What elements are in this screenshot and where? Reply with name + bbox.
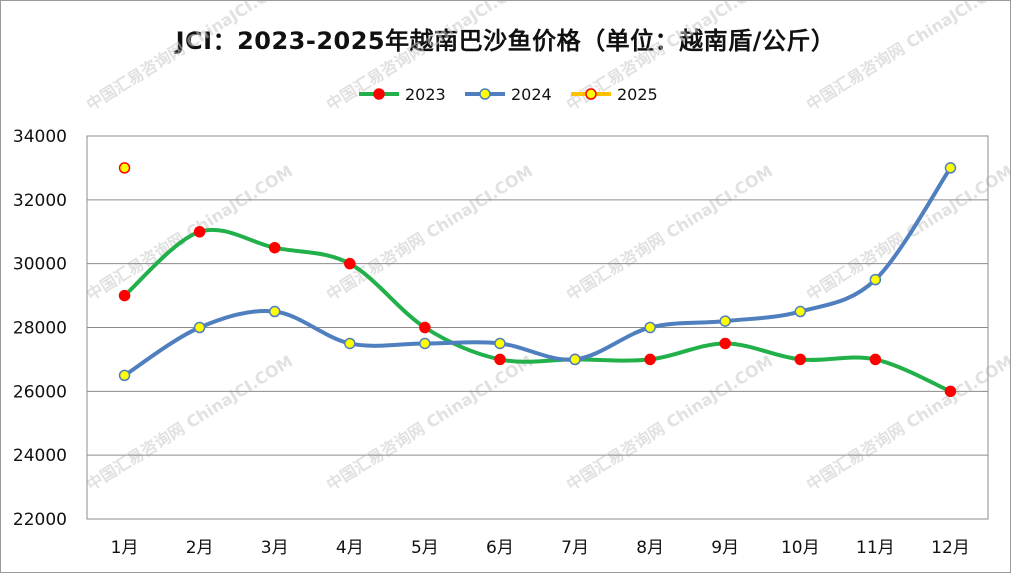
legend-swatch-marker — [479, 88, 491, 100]
x-tick-label: 9月 — [711, 538, 739, 558]
x-tick-label: 4月 — [336, 538, 364, 558]
y-tick-label: 22000 — [13, 510, 67, 530]
data-point-2024 — [419, 337, 431, 350]
x-tick-label: 12月 — [931, 538, 970, 558]
data-point-2023 — [193, 226, 206, 238]
data-point-2024 — [944, 162, 957, 174]
y-tick-label: 24000 — [13, 446, 67, 466]
data-point-2023 — [869, 353, 882, 366]
data-point-2024 — [344, 337, 356, 350]
series-2024 — [118, 162, 957, 382]
data-point-2024 — [869, 273, 882, 286]
data-point-2024 — [719, 315, 731, 327]
data-point-2024 — [644, 321, 656, 334]
watermark-text: 中国汇易咨询网 ChinaJCI.COM — [83, 161, 296, 304]
watermark-text: 中国汇易咨询网 ChinaJCI.COM — [323, 161, 536, 304]
watermark-text: 中国汇易咨询网 ChinaJCI.COM — [563, 351, 776, 494]
data-point-2024 — [118, 369, 131, 382]
watermark-text: 中国汇易咨询网 ChinaJCI.COM — [83, 1, 296, 114]
grid-layer: 22000 24000 26000 28000 30000 32000 34000 1月 2月 3… — [13, 127, 989, 558]
data-point-2023 — [719, 337, 731, 350]
legend-swatch-marker — [373, 88, 385, 100]
legend-label: 2023 — [405, 85, 446, 104]
data-point-2023 — [344, 257, 356, 270]
data-point-2023 — [644, 353, 656, 366]
watermark-text: 中国汇易咨询网 ChinaJCI.COM — [803, 351, 1010, 494]
y-tick-label: 32000 — [13, 191, 67, 211]
data-point-2025 — [118, 162, 131, 174]
y-tick-label: 28000 — [13, 319, 67, 339]
data-point-2024 — [494, 337, 506, 350]
y-tick-label: 26000 — [13, 382, 67, 402]
data-point-2024 — [193, 321, 206, 334]
y-tick-label: 30000 — [13, 255, 67, 275]
legend-item-2024: 2024 — [465, 85, 552, 104]
data-point-2024 — [268, 305, 281, 318]
y-tick-label: 34000 — [13, 127, 67, 147]
watermark-text: 中国汇易咨询网 ChinaJCI.COM — [803, 161, 1010, 304]
legend-label: 2025 — [617, 85, 658, 104]
x-tick-label: 6月 — [486, 538, 514, 558]
data-point-2023 — [794, 353, 807, 366]
x-tick-label: 5月 — [411, 538, 439, 558]
series-layer — [118, 162, 957, 398]
legend-label: 2024 — [511, 85, 552, 104]
x-tick-label: 7月 — [561, 538, 589, 558]
x-tick-label: 1月 — [111, 538, 139, 558]
watermark-text: 中国汇易咨询网 ChinaJCI.COM — [83, 351, 296, 494]
watermark-text: 中国汇易咨询网 ChinaJCI.COM — [803, 1, 1010, 114]
x-tick-label: 2月 — [186, 538, 214, 558]
series-2025 — [118, 162, 131, 174]
watermark-text: 中国汇易咨询网 ChinaJCI.COM — [563, 161, 776, 304]
x-tick-label: 8月 — [636, 538, 664, 558]
x-tick-label: 11月 — [856, 538, 895, 558]
data-point-2023 — [944, 385, 957, 398]
watermark-layer: 中国汇易咨询网 ChinaJCI.COM 中国汇易咨询网 ChinaJCI.COM… — [83, 1, 1010, 494]
legend-item-2023: 2023 — [359, 85, 446, 104]
data-point-2024 — [569, 353, 581, 366]
data-point-2023 — [494, 353, 506, 366]
data-point-2024 — [794, 305, 807, 318]
chart-title: JCI：2023-2025年越南巴沙鱼价格（单位：越南盾/公斤） — [175, 27, 836, 55]
data-point-2023 — [118, 289, 131, 302]
x-tick-label: 10月 — [781, 538, 820, 558]
data-point-2023 — [268, 241, 281, 254]
watermark-text: 中国汇易咨询网 ChinaJCI.COM — [323, 351, 536, 494]
x-tick-label: 3月 — [261, 538, 289, 558]
legend-swatch-marker — [585, 88, 597, 100]
data-point-2023 — [419, 321, 431, 334]
legend: 2023 2024 2025 — [359, 85, 658, 104]
legend-item-2025: 2025 — [571, 85, 658, 104]
